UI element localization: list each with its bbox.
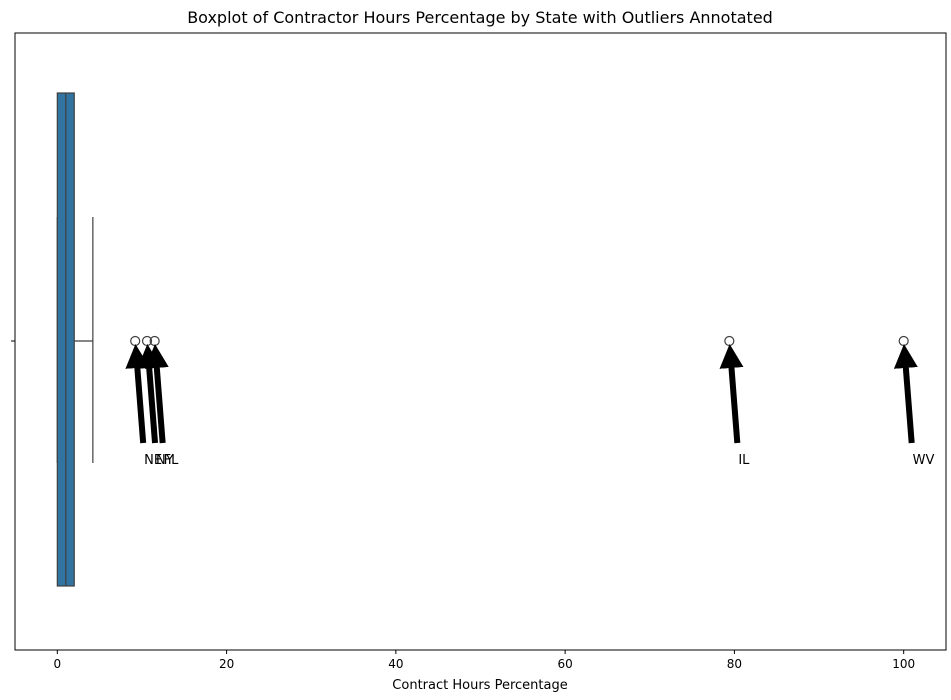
outlier-arrow [125, 344, 150, 444]
x-tick-label: 60 [557, 657, 572, 671]
outlier-arrow [719, 344, 744, 444]
outlier-point [130, 335, 141, 347]
outlier-label: IL [738, 453, 750, 468]
outlier-label: FL [164, 453, 179, 468]
outlier-label: WV [913, 453, 935, 468]
plot-frame [14, 32, 947, 651]
x-axis-label: Contract Hours Percentage [392, 678, 567, 693]
x-tick-label: 0 [53, 657, 61, 671]
outlier-label: NY [156, 453, 174, 468]
outlier-label: NE [144, 453, 162, 468]
x-tick-label: 100 [892, 657, 915, 671]
outlier-point [724, 335, 735, 347]
outlier-arrow [893, 344, 918, 444]
x-tick-label: 20 [219, 657, 234, 671]
chart-title: Boxplot of Contractor Hours Percentage b… [187, 8, 773, 27]
outlier-point [898, 335, 909, 347]
x-tick-label: 40 [388, 657, 403, 671]
outlier-arrow [144, 344, 169, 444]
x-tick-label: 80 [727, 657, 742, 671]
